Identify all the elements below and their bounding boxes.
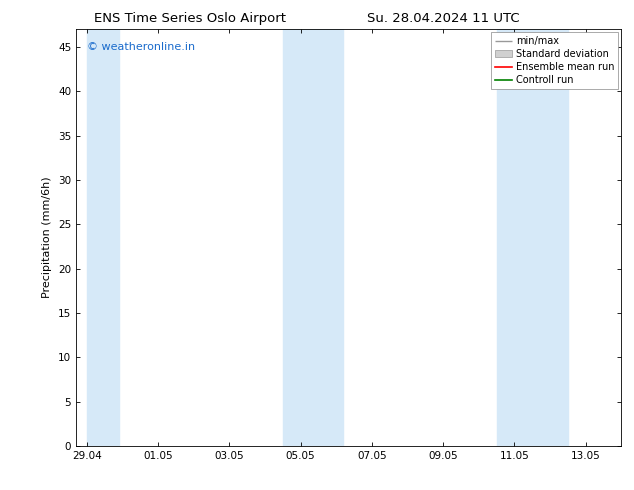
- Y-axis label: Precipitation (mm/6h): Precipitation (mm/6h): [42, 177, 53, 298]
- Bar: [283, 29, 344, 446]
- Bar: [496, 29, 568, 446]
- Text: ENS Time Series Oslo Airport: ENS Time Series Oslo Airport: [94, 12, 286, 25]
- Text: © weatheronline.in: © weatheronline.in: [87, 42, 195, 52]
- Text: Su. 28.04.2024 11 UTC: Su. 28.04.2024 11 UTC: [368, 12, 520, 25]
- Legend: min/max, Standard deviation, Ensemble mean run, Controll run: min/max, Standard deviation, Ensemble me…: [491, 32, 618, 89]
- Bar: [87, 29, 119, 446]
